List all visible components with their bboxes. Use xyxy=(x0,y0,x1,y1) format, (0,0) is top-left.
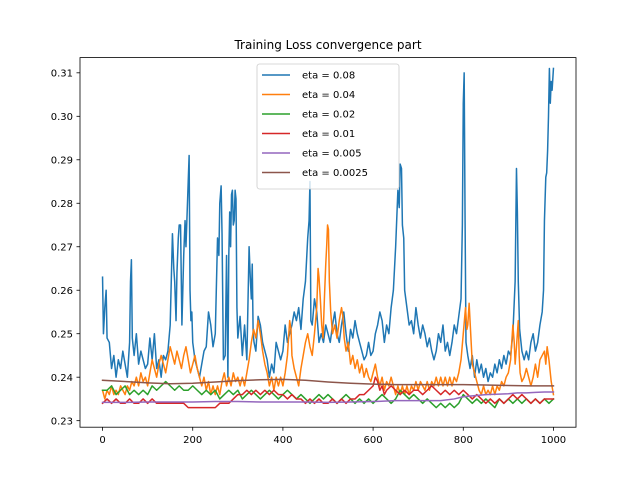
plot-frame xyxy=(79,57,577,428)
series-line-0 xyxy=(101,67,555,383)
x-tick-label-5: 1000 xyxy=(541,435,566,446)
x-tick-label-3: 600 xyxy=(364,435,383,446)
legend-box xyxy=(256,63,400,190)
x-tick-label-0: 0 xyxy=(99,435,105,446)
legend-label-5: eta = 0.0025 xyxy=(302,168,368,179)
y-tick-label-3: 0.26 xyxy=(51,286,73,297)
x-tick-label-2: 400 xyxy=(273,435,292,446)
y-tick-label-5: 0.28 xyxy=(51,199,73,210)
y-tick-label-0: 0.23 xyxy=(51,416,73,427)
series-line-4 xyxy=(101,391,555,404)
legend-label-4: eta = 0.005 xyxy=(302,149,362,160)
x-tick-label-1: 200 xyxy=(183,435,202,446)
y-tick-label-1: 0.24 xyxy=(51,373,73,384)
y-tick-label-2: 0.25 xyxy=(51,329,73,340)
series-line-5 xyxy=(101,378,555,387)
y-tick-label-8: 0.31 xyxy=(51,68,73,79)
legend-label-2: eta = 0.02 xyxy=(302,110,355,121)
y-tick-label-6: 0.29 xyxy=(51,155,73,166)
chart-title: Training Loss convergence part xyxy=(233,38,421,52)
legend-label-3: eta = 0.01 xyxy=(302,129,355,140)
legend-label-1: eta = 0.04 xyxy=(302,90,355,101)
y-tick-label-4: 0.27 xyxy=(51,242,73,253)
series-line-1 xyxy=(101,224,555,400)
series-line-2 xyxy=(101,380,555,409)
legend-label-0: eta = 0.08 xyxy=(302,71,355,82)
x-tick-label-4: 800 xyxy=(454,435,473,446)
y-tick-label-7: 0.30 xyxy=(51,112,73,123)
